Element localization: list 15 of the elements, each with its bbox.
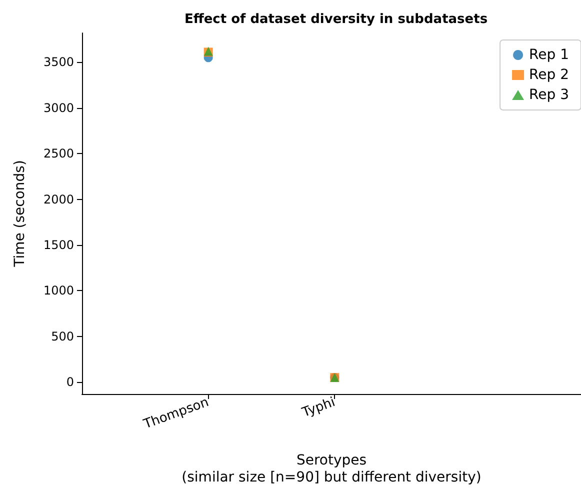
- x-tick-label: Typhi: [299, 394, 338, 421]
- legend-label: Rep 2: [529, 67, 570, 83]
- y-tick-label: 2500: [43, 146, 74, 161]
- legend-label: Rep 3: [529, 87, 570, 103]
- legend-label: Rep 1: [529, 47, 570, 63]
- y-tick-label: 500: [51, 329, 74, 344]
- y-tick-label: 1500: [43, 238, 74, 252]
- y-tick-label: 0: [66, 375, 74, 390]
- y-tick-label: 3500: [43, 55, 74, 70]
- x-axis-title: Serotypes (similar size [n=90] but different diversity): [182, 452, 482, 486]
- y-axis-title: Time (seconds): [12, 160, 28, 268]
- chart-title: Effect of dataset diversity in subdatasets: [184, 12, 488, 27]
- y-tick-label: 1000: [43, 284, 74, 298]
- y-tick-label: 3000: [43, 100, 74, 115]
- y-tick-label: 2000: [43, 192, 74, 206]
